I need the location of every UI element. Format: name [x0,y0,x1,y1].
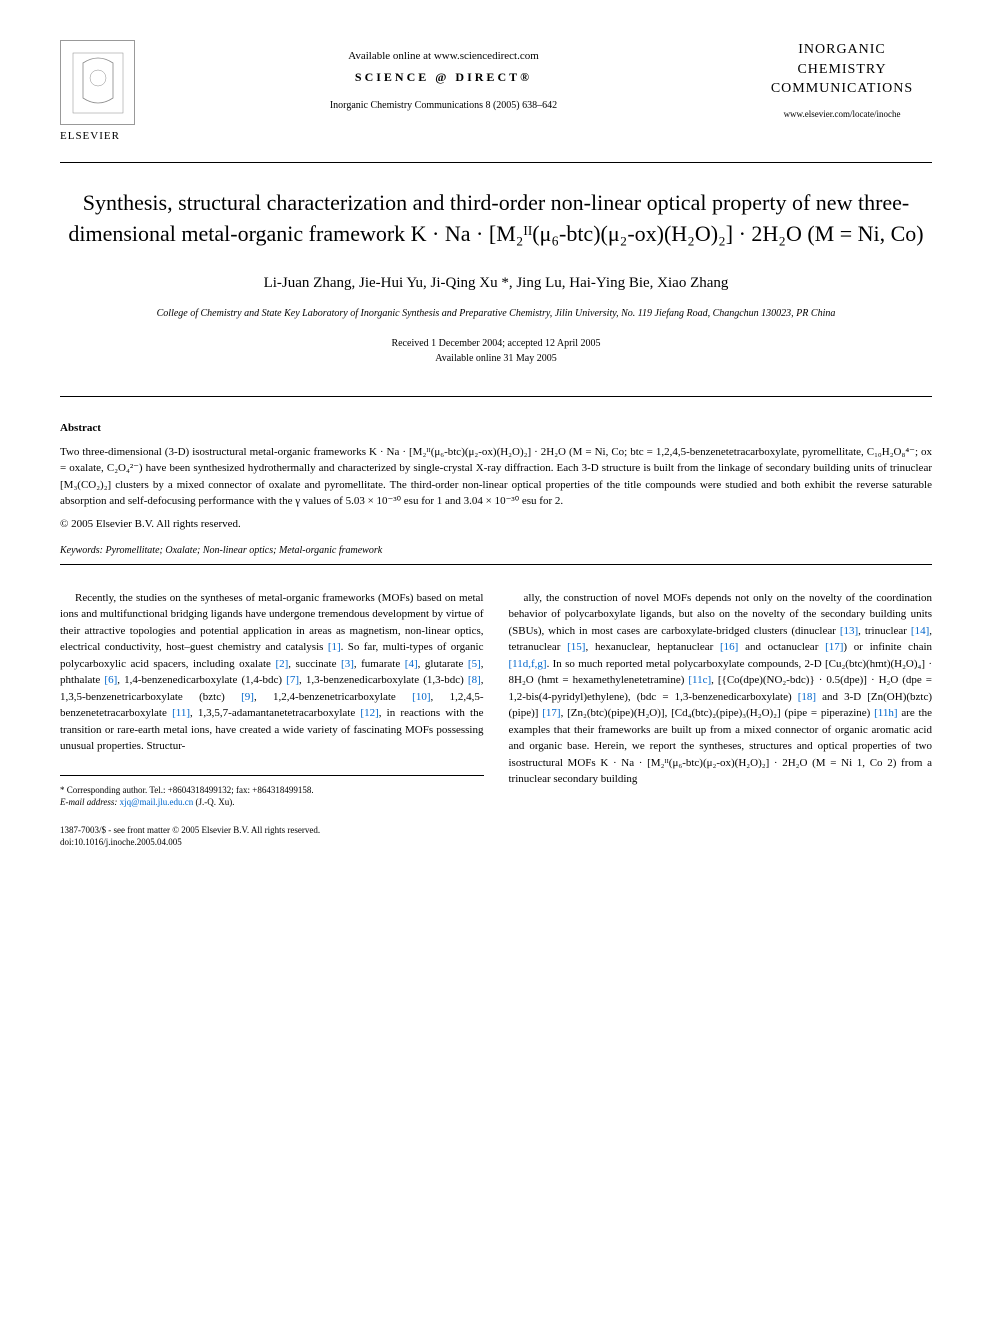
article-dates: Received 1 December 2004; accepted 12 Ap… [60,336,932,366]
abstract-divider-top [60,396,932,397]
body-col2: ally, the construction of novel MOFs dep… [509,590,933,788]
header-center: Available online at www.sciencedirect.co… [135,40,752,111]
keywords-label: Keywords: [60,545,103,556]
footnote-section: * Corresponding author. Tel.: +860431849… [60,775,484,809]
sciencedirect-logo: SCIENCE @ DIRECT® [135,70,752,85]
doi-line: doi:10.1016/j.inoche.2005.04.005 [60,836,484,849]
bottom-info: 1387-7003/$ - see front matter © 2005 El… [60,824,484,849]
column-left: Recently, the studies on the syntheses o… [60,590,484,849]
issn-line: 1387-7003/$ - see front matter © 2005 El… [60,824,484,837]
email-address[interactable]: xjq@mail.jlu.edu.cn [120,797,194,807]
abstract-text: Two three-dimensional (3-D) isostructura… [60,444,932,510]
journal-url: www.elsevier.com/locate/inoche [752,109,932,119]
authors: Li-Juan Zhang, Jie-Hui Yu, Ji-Qing Xu *,… [60,275,932,292]
journal-reference: Inorganic Chemistry Communications 8 (20… [135,100,752,111]
body-col1: Recently, the studies on the syntheses o… [60,590,484,755]
abstract-heading: Abstract [60,422,932,434]
journal-name-line2: CHEMISTRY [752,60,932,80]
header-divider [60,162,932,163]
available-online: Available online at www.sciencedirect.co… [135,50,752,62]
publisher-block: ELSEVIER [60,40,135,142]
body-text: Recently, the studies on the syntheses o… [60,590,932,849]
page-header: ELSEVIER Available online at www.science… [60,40,932,142]
elsevier-logo [60,40,135,125]
email-line: E-mail address: xjq@mail.jlu.edu.cn (J.-… [60,796,484,809]
article-title: Synthesis, structural characterization a… [60,188,932,250]
journal-block: INORGANIC CHEMISTRY COMMUNICATIONS www.e… [752,40,932,119]
abstract-divider-bottom [60,564,932,565]
elsevier-name: ELSEVIER [60,130,120,142]
received-date: Received 1 December 2004; accepted 12 Ap… [60,336,932,351]
corresponding-author: * Corresponding author. Tel.: +860431849… [60,784,484,797]
affiliation: College of Chemistry and State Key Labor… [60,307,932,321]
keywords: Keywords: Pyromellitate; Oxalate; Non-li… [60,545,932,556]
keywords-text: Pyromellitate; Oxalate; Non-linear optic… [105,545,382,556]
email-suffix: (J.-Q. Xu). [195,797,234,807]
copyright: © 2005 Elsevier B.V. All rights reserved… [60,518,932,530]
email-label: E-mail address: [60,797,117,807]
journal-name-line1: INORGANIC [752,40,932,60]
journal-name: INORGANIC CHEMISTRY COMMUNICATIONS [752,40,932,99]
available-date: Available online 31 May 2005 [60,351,932,366]
column-right: ally, the construction of novel MOFs dep… [509,590,933,849]
journal-name-line3: COMMUNICATIONS [752,79,932,99]
